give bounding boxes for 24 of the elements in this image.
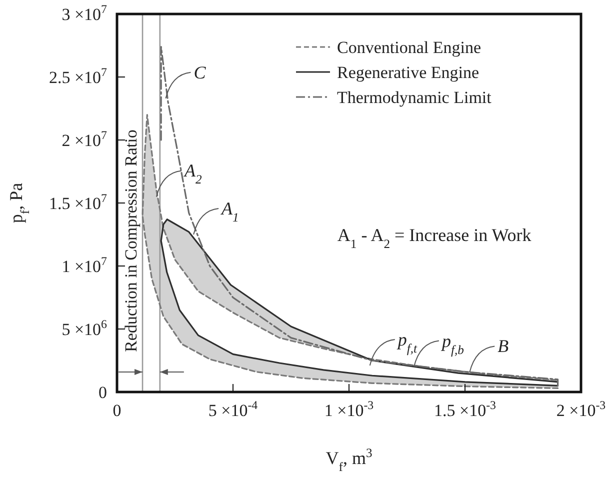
x-tick-label: 1 ×10$^{-3}$ — [324, 398, 374, 420]
annotation: A$_{2}$ — [183, 160, 202, 187]
y-tick-label: 0 — [98, 383, 107, 402]
legend-label: Thermodynamic Limit — [337, 88, 492, 107]
x-tick-label: 0 — [112, 401, 122, 420]
y-tick-label: 3 ×10$^{7}$ — [62, 2, 108, 24]
x-tick-label: 5 ×10$^{-4}$ — [208, 398, 258, 420]
annotation: p$_{f,t}$ — [396, 330, 418, 356]
annotation: p$_{f,b}$ — [440, 330, 464, 357]
annotation: A$_{1}$ — [220, 198, 239, 224]
annotation: A$_{1}$ - A$_{2}$ = Increase in Work — [337, 224, 532, 251]
y-tick-label: 2 ×10$^{7}$ — [62, 128, 108, 150]
annotation: B — [498, 336, 509, 356]
y-tick-label: 2.5 ×10$^{7}$ — [48, 65, 108, 87]
annotation: C — [194, 62, 207, 82]
y-tick-label: 5 ×10$^{6}$ — [62, 317, 108, 339]
legend-label: Conventional Engine — [337, 38, 482, 57]
annotation: Reduction in Compression Ratio — [122, 130, 141, 352]
x-tick-label: 2 ×10$^{-3}$ — [556, 398, 606, 420]
legend-label: Regenerative Engine — [337, 63, 480, 82]
x-axis-title: V$_{f}$, m$^{3}$ — [326, 446, 372, 474]
x-tick-label: 1.5 ×10$^{-3}$ — [434, 398, 496, 420]
y-tick-label: 1.5 ×10$^{7}$ — [48, 191, 108, 213]
y-tick-label: 1 ×10$^{7}$ — [62, 254, 108, 276]
